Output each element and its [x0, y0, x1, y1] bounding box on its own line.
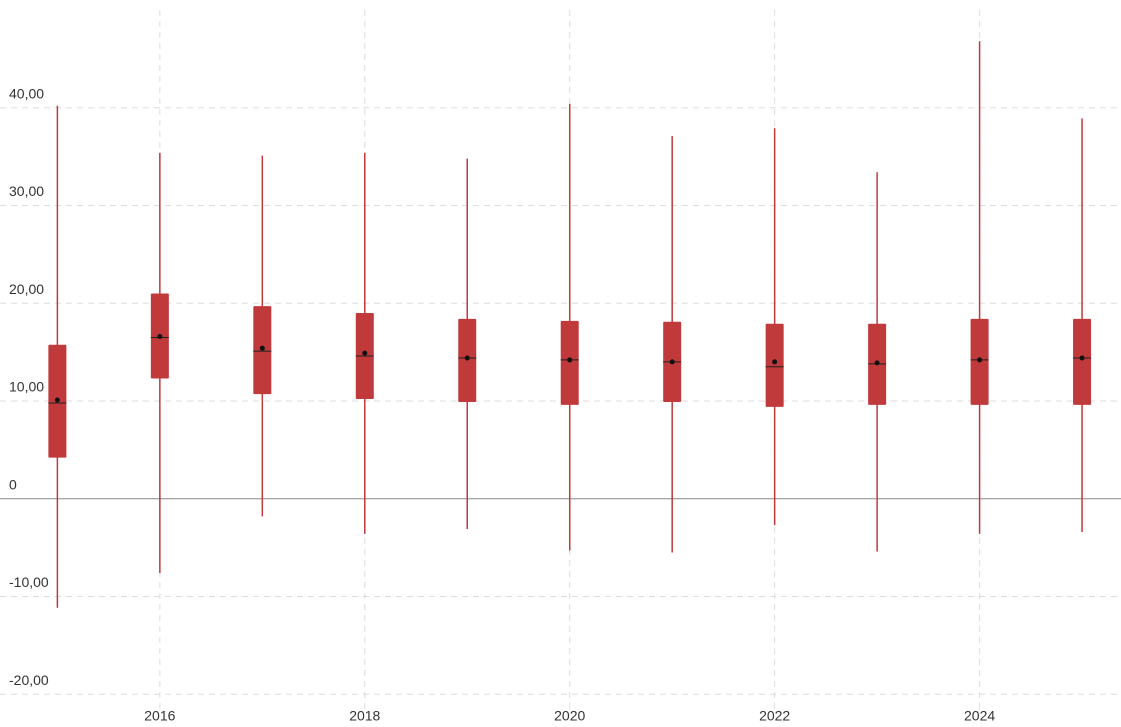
x-tick-label: 2016 [144, 708, 175, 724]
mean [977, 357, 983, 363]
mean [362, 350, 368, 356]
box [560, 320, 579, 405]
mean [54, 397, 60, 403]
mean [157, 333, 163, 339]
box [1073, 318, 1092, 405]
x-tick-label: 2022 [759, 708, 790, 724]
mean [567, 357, 573, 363]
x-tick-label: 2020 [554, 708, 585, 724]
mean [1079, 355, 1085, 361]
x-tick-label: 2024 [964, 708, 995, 724]
mean [464, 355, 470, 361]
y-tick-label: 40,00 [9, 85, 44, 101]
box [765, 323, 784, 407]
y-tick-label: -10,00 [9, 574, 49, 590]
mean [772, 359, 778, 365]
mean [669, 359, 675, 365]
y-tick-label: 30,00 [9, 183, 44, 199]
mean [874, 360, 880, 366]
mean [259, 345, 265, 351]
x-tick-label: 2018 [349, 708, 380, 724]
y-tick-label: -20,00 [9, 672, 49, 688]
y-tick-label: 10,00 [9, 379, 44, 395]
y-tick-label: 0 [9, 476, 17, 492]
y-tick-label: 20,00 [9, 281, 44, 297]
